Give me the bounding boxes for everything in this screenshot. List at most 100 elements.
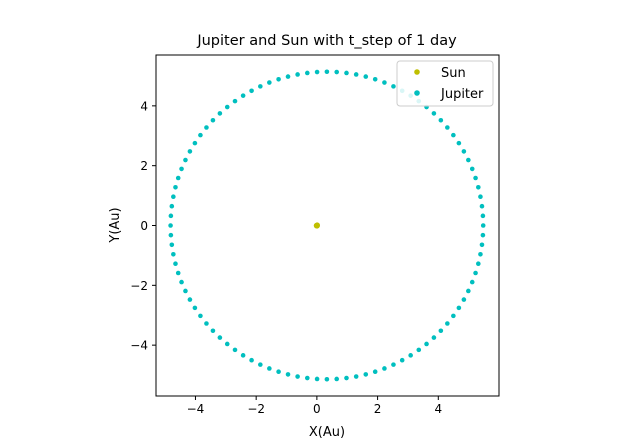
y-tick-label: 0 bbox=[140, 219, 148, 233]
jupiter-point bbox=[305, 70, 310, 76]
x-tick-label: 4 bbox=[434, 402, 442, 416]
legend-box bbox=[396, 60, 494, 107]
jupiter-point bbox=[461, 149, 467, 154]
jupiter-point bbox=[175, 270, 181, 276]
jupiter-point bbox=[456, 140, 462, 146]
jupiter-point bbox=[353, 374, 359, 379]
jupiter-point bbox=[363, 372, 369, 377]
jupiter-point bbox=[217, 111, 223, 116]
jupiter-point bbox=[469, 166, 475, 172]
x-axis-ticks: −4 −2 0 2 4 bbox=[187, 396, 442, 416]
jupiter-point bbox=[204, 321, 209, 326]
jupiter-point bbox=[391, 84, 396, 89]
jupiter-point bbox=[382, 366, 387, 371]
jupiter-point bbox=[480, 213, 486, 219]
jupiter-point bbox=[314, 376, 320, 382]
jupiter-point bbox=[249, 357, 254, 363]
jupiter-point bbox=[168, 223, 173, 228]
legend-sun-marker bbox=[414, 69, 420, 75]
jupiter-point bbox=[324, 69, 330, 75]
jupiter-point bbox=[451, 313, 456, 319]
jupiter-point bbox=[183, 157, 188, 163]
x-axis-label: X(Au) bbox=[309, 425, 345, 440]
x-tick-label: −2 bbox=[247, 402, 265, 416]
jupiter-point bbox=[183, 288, 188, 294]
jupiter-point bbox=[171, 252, 176, 257]
jupiter-point bbox=[466, 288, 471, 294]
jupiter-point bbox=[305, 375, 310, 381]
jupiter-point bbox=[344, 375, 349, 381]
jupiter-point bbox=[431, 111, 437, 116]
y-axis-ticks: −4 −2 0 2 4 bbox=[130, 99, 156, 353]
jupiter-point bbox=[175, 175, 181, 181]
jupiter-point bbox=[198, 132, 203, 138]
jupiter-point bbox=[224, 341, 230, 347]
jupiter-point bbox=[217, 335, 223, 340]
x-tick-label: 2 bbox=[374, 402, 382, 416]
jupiter-point bbox=[187, 149, 193, 154]
jupiter-point bbox=[479, 242, 485, 248]
y-axis-label: Y(Au) bbox=[108, 207, 123, 243]
jupiter-point bbox=[173, 184, 178, 190]
jupiter-point bbox=[391, 362, 396, 367]
jupiter-series bbox=[168, 69, 486, 382]
y-tick-label: −2 bbox=[130, 279, 148, 293]
jupiter-point bbox=[408, 353, 413, 358]
jupiter-point bbox=[480, 223, 486, 228]
jupiter-point bbox=[324, 376, 330, 382]
jupiter-point bbox=[479, 203, 485, 209]
jupiter-point bbox=[210, 328, 216, 334]
x-tick-label: −4 bbox=[187, 402, 205, 416]
plot-area bbox=[155, 54, 500, 397]
jupiter-point bbox=[276, 76, 281, 82]
jupiter-point bbox=[431, 335, 437, 340]
jupiter-point bbox=[179, 166, 184, 172]
jupiter-point bbox=[382, 80, 387, 85]
jupiter-point bbox=[187, 297, 193, 302]
y-tick-label: −4 bbox=[130, 339, 148, 353]
jupiter-point bbox=[466, 157, 471, 163]
jupiter-point bbox=[372, 369, 378, 375]
jupiter-point bbox=[198, 313, 203, 319]
jupiter-point bbox=[249, 88, 254, 94]
jupiter-point bbox=[445, 125, 450, 130]
jupiter-point bbox=[363, 74, 369, 79]
jupiter-point bbox=[240, 93, 246, 98]
jupiter-point bbox=[451, 132, 456, 138]
jupiter-point bbox=[276, 369, 281, 375]
jupiter-point bbox=[445, 321, 450, 326]
jupiter-point bbox=[353, 72, 359, 77]
jupiter-point bbox=[224, 104, 230, 110]
jupiter-point bbox=[473, 270, 478, 276]
jupiter-point bbox=[204, 125, 209, 130]
jupiter-point bbox=[456, 305, 462, 311]
jupiter-point bbox=[169, 203, 175, 209]
jupiter-point bbox=[473, 175, 478, 181]
jupiter-point bbox=[258, 84, 263, 89]
jupiter-point bbox=[258, 362, 263, 367]
jupiter-point bbox=[399, 357, 405, 363]
jupiter-point bbox=[169, 242, 175, 248]
x-tick-label: 0 bbox=[313, 402, 321, 416]
jupiter-point bbox=[478, 252, 483, 257]
legend: Sun Jupiter bbox=[396, 60, 494, 107]
jupiter-point bbox=[461, 297, 467, 302]
jupiter-point bbox=[192, 305, 198, 311]
jupiter-point bbox=[285, 372, 291, 377]
jupiter-point bbox=[168, 213, 174, 219]
legend-jupiter-marker bbox=[414, 90, 420, 96]
axes-background bbox=[156, 55, 499, 396]
chart-title: Jupiter and Sun with t_step of 1 day bbox=[196, 33, 457, 49]
jupiter-point bbox=[372, 76, 378, 82]
jupiter-point bbox=[267, 80, 272, 85]
jupiter-point bbox=[478, 194, 483, 199]
jupiter-point bbox=[232, 347, 238, 353]
jupiter-point bbox=[438, 117, 444, 123]
jupiter-point bbox=[476, 261, 481, 267]
jupiter-point bbox=[240, 353, 246, 358]
jupiter-point bbox=[173, 261, 178, 267]
jupiter-point bbox=[192, 140, 198, 146]
jupiter-point bbox=[344, 70, 349, 76]
jupiter-point bbox=[334, 69, 340, 75]
